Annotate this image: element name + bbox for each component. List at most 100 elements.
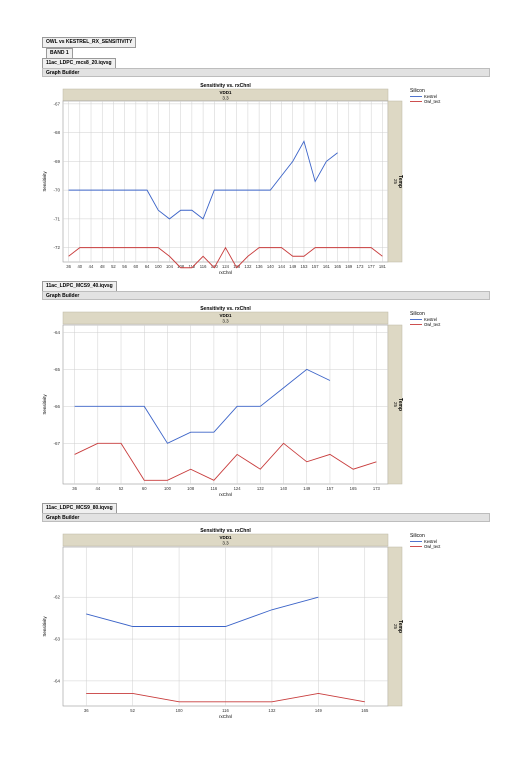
y-tick-label: -68 bbox=[53, 130, 60, 135]
y-tick-label: -69 bbox=[53, 159, 60, 164]
x-tick-label: 161 bbox=[323, 264, 331, 269]
graph-builder-bar-1[interactable]: Graph Builder bbox=[42, 68, 490, 77]
x-tick-label: 124 bbox=[222, 264, 230, 269]
y-tick-label: -67 bbox=[53, 441, 60, 446]
x-tick-label: 177 bbox=[368, 264, 376, 269]
series-line-kestrel bbox=[86, 596, 319, 627]
x-tick-label: 132 bbox=[257, 486, 265, 491]
report-title-chip[interactable]: OWL vs KESTREL_RX_SENSITIVITY bbox=[42, 37, 137, 48]
side-label: Temp bbox=[397, 620, 403, 633]
y-tick-label: -64 bbox=[53, 330, 60, 335]
y-axis-label: Sensitivity bbox=[42, 616, 47, 637]
group-title: VDD1 bbox=[219, 313, 232, 318]
chart-title: Sensitivity vs. rxChnl bbox=[200, 528, 251, 534]
y-tick-label: -72 bbox=[53, 245, 60, 250]
x-tick-label: 52 bbox=[119, 486, 124, 491]
x-tick-label: 44 bbox=[95, 486, 100, 491]
x-tick-label: 104 bbox=[166, 264, 174, 269]
side-value: 25 bbox=[393, 624, 398, 630]
x-tick-label: 173 bbox=[356, 264, 364, 269]
plot-frame bbox=[62, 324, 389, 485]
legend-label-kestrel: Kestrel bbox=[424, 94, 437, 99]
x-tick-label: 153 bbox=[300, 264, 308, 269]
series-line-owl_tect bbox=[74, 442, 377, 481]
x-tick-label: 116 bbox=[211, 486, 218, 491]
x-tick-label: 108 bbox=[187, 486, 195, 491]
legend-title: Silicon bbox=[410, 311, 425, 317]
x-axis-label: rxChnl bbox=[219, 270, 232, 275]
x-tick-label: 52 bbox=[130, 708, 135, 713]
x-tick-label: 132 bbox=[244, 264, 252, 269]
x-tick-label: 144 bbox=[278, 264, 286, 269]
series-line-owl_tect bbox=[86, 692, 365, 703]
y-tick-label: -62 bbox=[53, 595, 60, 600]
x-tick-label: 116 bbox=[200, 264, 207, 269]
legend-label-owl_tect: Owl_tect bbox=[424, 322, 441, 327]
x-axis-label: rxChnl bbox=[219, 492, 232, 497]
graph-builder-bar-2[interactable]: Graph Builder bbox=[42, 291, 490, 300]
side-value: 25 bbox=[393, 402, 398, 408]
x-tick-label: 36 bbox=[66, 264, 71, 269]
x-tick-label: 181 bbox=[379, 264, 387, 269]
x-tick-label: 60 bbox=[134, 264, 139, 269]
y-axis-label: Sensitivity bbox=[42, 394, 47, 415]
x-tick-label: 149 bbox=[289, 264, 297, 269]
legend-title: Silicon bbox=[410, 533, 425, 539]
side-panel bbox=[387, 100, 403, 263]
y-tick-label: -64 bbox=[53, 678, 60, 683]
x-tick-label: 157 bbox=[326, 486, 334, 491]
x-tick-label: 132 bbox=[268, 708, 276, 713]
x-tick-label: 136 bbox=[256, 264, 264, 269]
x-tick-label: 116 bbox=[222, 708, 229, 713]
x-tick-label: 140 bbox=[280, 486, 288, 491]
x-tick-label: 140 bbox=[267, 264, 275, 269]
x-tick-label: 56 bbox=[122, 264, 127, 269]
x-tick-label: 173 bbox=[373, 486, 381, 491]
x-tick-label: 40 bbox=[77, 264, 82, 269]
side-label: Temp bbox=[397, 175, 403, 188]
side-value: 25 bbox=[393, 179, 398, 185]
x-tick-label: 64 bbox=[145, 264, 150, 269]
x-tick-label: 36 bbox=[72, 486, 77, 491]
y-tick-label: -67 bbox=[53, 101, 60, 106]
group-value: 3.3 bbox=[222, 541, 229, 546]
series-line-kestrel bbox=[74, 368, 331, 444]
x-tick-label: 128 bbox=[233, 264, 241, 269]
group-header bbox=[62, 311, 389, 325]
x-tick-label: 108 bbox=[177, 264, 185, 269]
legend-title: Silicon bbox=[410, 88, 425, 94]
x-tick-label: 165 bbox=[334, 264, 342, 269]
y-tick-label: -66 bbox=[53, 404, 60, 409]
series-line-kestrel bbox=[68, 140, 338, 220]
group-value: 3.3 bbox=[222, 96, 229, 101]
x-tick-label: 112 bbox=[189, 264, 196, 269]
group-title: VDD1 bbox=[219, 535, 232, 540]
y-tick-label: -70 bbox=[53, 188, 60, 193]
x-tick-label: 100 bbox=[176, 708, 184, 713]
side-panel bbox=[387, 324, 403, 485]
x-tick-label: 149 bbox=[303, 486, 311, 491]
group-value: 3.3 bbox=[222, 319, 229, 324]
x-tick-label: 100 bbox=[155, 264, 163, 269]
x-tick-label: 157 bbox=[312, 264, 320, 269]
y-tick-label: -63 bbox=[53, 637, 60, 642]
y-axis-label: Sensitivity bbox=[42, 171, 47, 192]
x-tick-label: 100 bbox=[164, 486, 172, 491]
x-tick-label: 124 bbox=[234, 486, 242, 491]
x-tick-label: 44 bbox=[89, 264, 94, 269]
legend-label-owl_tect: Owl_tect bbox=[424, 544, 441, 549]
chart-title: Sensitivity vs. rxChnl bbox=[200, 306, 251, 312]
chart-title: Sensitivity vs. rxChnl bbox=[200, 83, 251, 89]
group-header bbox=[62, 533, 389, 547]
graph-builder-bar-3[interactable]: Graph Builder bbox=[42, 513, 490, 522]
x-tick-label: 165 bbox=[350, 486, 358, 491]
x-axis-label: rxChnl bbox=[219, 714, 232, 719]
x-tick-label: 60 bbox=[142, 486, 147, 491]
x-tick-label: 48 bbox=[100, 264, 105, 269]
y-tick-label: -71 bbox=[53, 216, 60, 221]
legend-label-kestrel: Kestrel bbox=[424, 317, 437, 322]
x-tick-label: 36 bbox=[84, 708, 89, 713]
